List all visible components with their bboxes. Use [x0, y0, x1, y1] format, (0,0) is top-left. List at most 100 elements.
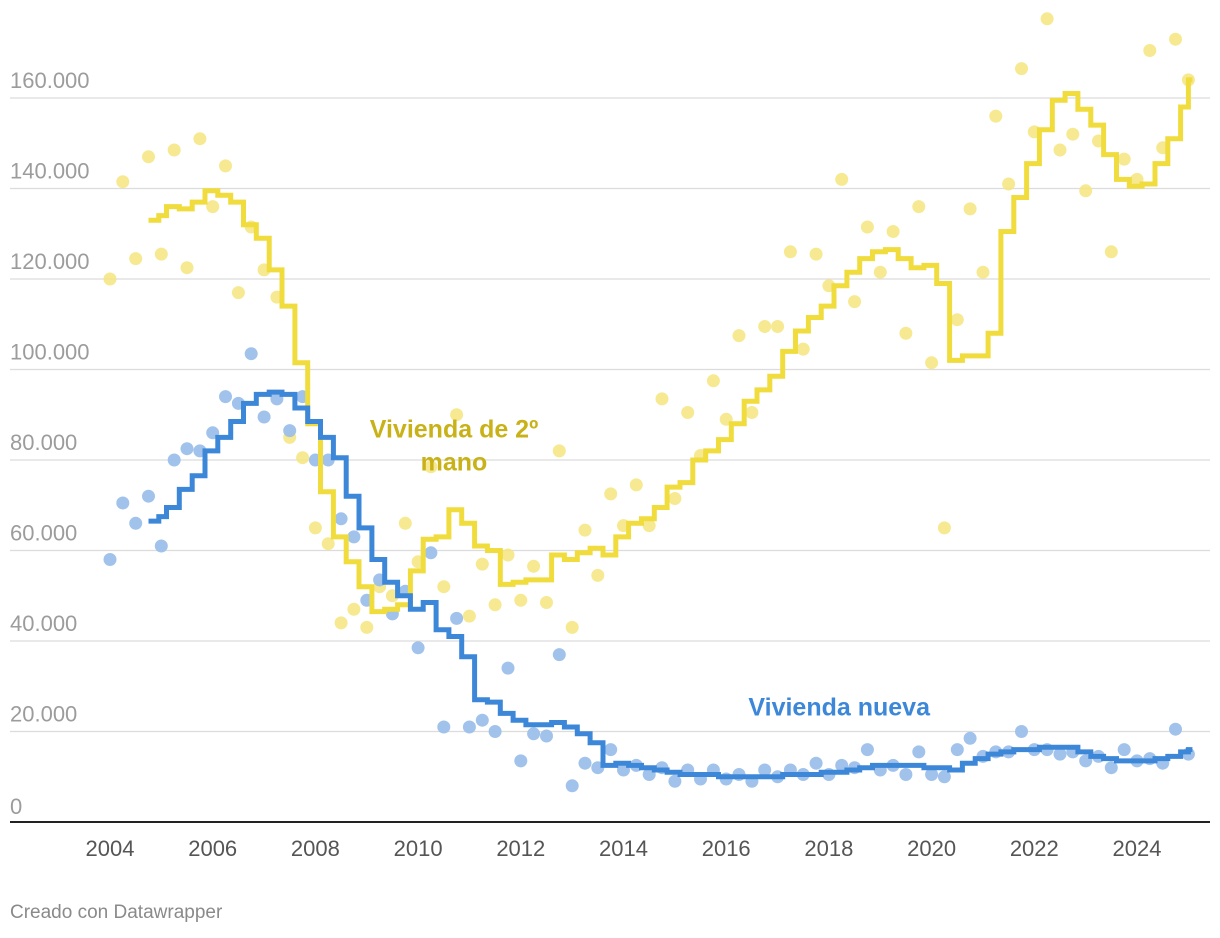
point-vivienda-segunda-mano: [206, 200, 220, 214]
point-vivienda-segunda-mano: [450, 408, 464, 422]
point-vivienda-nueva: [860, 743, 874, 757]
line-vivienda-segunda-mano: [148, 77, 1193, 615]
point-vivienda-nueva: [347, 530, 361, 544]
y-axis: 0 20.000 40.000 60.000 80.000 100.000 120.000 1…: [10, 68, 90, 819]
series-labels: Vivienda de 2º mano Vivienda nueva: [370, 415, 931, 721]
point-vivienda-nueva: [937, 770, 951, 784]
x-tick-label: 2016: [702, 836, 751, 861]
y-tick-label: 20.000: [10, 702, 77, 727]
point-vivienda-segunda-mano: [1040, 12, 1054, 26]
point-vivienda-segunda-mano: [976, 265, 990, 279]
point-vivienda-segunda-mano: [1002, 177, 1016, 191]
point-vivienda-segunda-mano: [732, 329, 746, 343]
point-vivienda-nueva: [578, 756, 592, 770]
point-vivienda-nueva: [912, 745, 926, 759]
point-vivienda-nueva: [142, 489, 155, 503]
y-tick-label: 0: [10, 794, 22, 819]
point-vivienda-segunda-mano: [296, 451, 310, 465]
x-tick-label: 2008: [291, 836, 340, 861]
x-tick-label: 2020: [907, 836, 956, 861]
point-vivienda-nueva: [180, 442, 194, 456]
point-vivienda-segunda-mano: [552, 444, 566, 458]
point-vivienda-nueva: [475, 713, 489, 727]
label-vivienda-segunda-mano: Vivienda de 2º mano: [370, 415, 538, 476]
point-vivienda-nueva: [437, 720, 451, 734]
point-vivienda-segunda-mano: [475, 557, 489, 571]
point-vivienda-nueva: [154, 539, 168, 553]
point-vivienda-nueva: [283, 424, 297, 438]
point-vivienda-nueva: [424, 546, 438, 560]
point-vivienda-segunda-mano: [347, 602, 361, 616]
point-vivienda-segunda-mano: [783, 245, 797, 259]
point-vivienda-segunda-mano: [462, 609, 476, 623]
point-vivienda-nueva: [1015, 725, 1028, 738]
point-vivienda-nueva: [604, 743, 618, 757]
x-tick-label: 2012: [496, 836, 545, 861]
point-vivienda-nueva: [103, 553, 117, 566]
step-lines: [148, 77, 1193, 780]
point-vivienda-segunda-mano: [925, 356, 939, 370]
gridlines: [10, 97, 1210, 733]
x-tick-label: 2004: [86, 836, 135, 861]
label-line: Vivienda de 2º: [370, 415, 538, 443]
point-vivienda-nueva: [809, 756, 823, 770]
y-tick-label: 120.000: [10, 249, 90, 274]
y-tick-label: 140.000: [10, 159, 90, 184]
point-vivienda-nueva: [668, 774, 682, 788]
point-vivienda-segunda-mano: [591, 568, 605, 582]
point-vivienda-nueva: [1169, 722, 1182, 736]
point-vivienda-segunda-mano: [142, 150, 155, 164]
point-vivienda-segunda-mano: [1053, 143, 1067, 157]
point-vivienda-segunda-mano: [231, 286, 245, 300]
x-tick-label: 2022: [1010, 836, 1059, 861]
point-vivienda-nueva: [925, 768, 939, 781]
point-vivienda-nueva: [540, 729, 553, 743]
y-tick-label: 80.000: [10, 430, 77, 455]
point-vivienda-segunda-mano: [950, 313, 964, 327]
point-vivienda-segunda-mano: [1015, 62, 1028, 76]
point-vivienda-segunda-mano: [116, 175, 130, 189]
point-vivienda-nueva: [334, 512, 348, 526]
datawrapper-credit: Creado con Datawrapper: [10, 902, 223, 923]
point-vivienda-segunda-mano: [1143, 44, 1157, 57]
point-vivienda-segunda-mano: [424, 460, 438, 474]
point-vivienda-segunda-mano: [1117, 152, 1131, 166]
point-vivienda-segunda-mano: [398, 516, 412, 530]
point-vivienda-nueva: [501, 661, 515, 675]
scatter-points: [103, 12, 1195, 793]
point-vivienda-segunda-mano: [219, 159, 232, 173]
point-vivienda-segunda-mano: [989, 109, 1003, 123]
point-vivienda-segunda-mano: [193, 132, 207, 146]
point-vivienda-nueva: [950, 743, 964, 757]
point-vivienda-segunda-mano: [873, 265, 887, 279]
x-tick-label: 2010: [394, 836, 443, 861]
point-vivienda-segunda-mano: [1169, 32, 1182, 46]
point-vivienda-segunda-mano: [706, 374, 720, 388]
point-vivienda-nueva: [488, 725, 502, 738]
point-vivienda-nueva: [552, 648, 566, 662]
point-vivienda-nueva: [462, 720, 476, 734]
point-vivienda-segunda-mano: [514, 593, 528, 607]
point-vivienda-segunda-mano: [129, 252, 143, 266]
point-vivienda-segunda-mano: [308, 521, 322, 535]
point-vivienda-segunda-mano: [437, 580, 451, 594]
label-line: Vivienda nueva: [748, 694, 931, 722]
point-vivienda-segunda-mano: [360, 620, 374, 634]
point-vivienda-segunda-mano: [963, 202, 977, 216]
point-vivienda-segunda-mano: [937, 521, 951, 535]
point-vivienda-segunda-mano: [565, 620, 579, 634]
point-vivienda-segunda-mano: [745, 406, 759, 419]
point-vivienda-nueva: [244, 347, 258, 361]
point-vivienda-segunda-mano: [899, 326, 913, 340]
chart: 0 20.000 40.000 60.000 80.000 100.000 120.000 1…: [10, 12, 1210, 861]
point-vivienda-segunda-mano: [1104, 245, 1118, 259]
point-vivienda-segunda-mano: [321, 537, 335, 551]
x-axis: 2004 2006 2008 2010 2012 2014 2016 2018 2020 2022…: [86, 836, 1162, 861]
point-vivienda-nueva: [411, 641, 425, 655]
point-vivienda-nueva: [1053, 747, 1067, 761]
point-vivienda-segunda-mano: [488, 598, 502, 612]
line-vivienda-nueva: [148, 389, 1193, 780]
point-vivienda-segunda-mano: [668, 492, 682, 505]
point-vivienda-segunda-mano: [501, 548, 515, 562]
point-vivienda-segunda-mano: [642, 519, 656, 533]
